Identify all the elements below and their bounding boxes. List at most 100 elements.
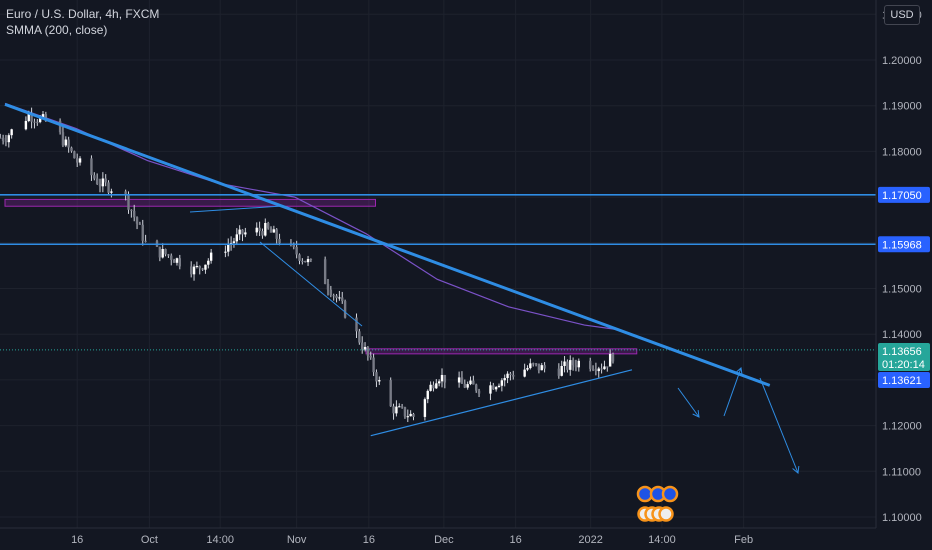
candle-body — [10, 129, 13, 136]
candle-body — [412, 413, 415, 417]
price-axis[interactable]: 1.100001.110001.120001.130001.140001.150… — [875, 0, 932, 550]
candle-body — [195, 265, 199, 267]
price-axis-panel — [876, 0, 932, 550]
candle-body — [503, 378, 506, 381]
price-label-tag — [878, 343, 930, 371]
candle-body — [389, 380, 392, 407]
candle-body — [292, 243, 295, 247]
candle-body — [227, 244, 230, 252]
candle-body — [375, 372, 378, 382]
time-tick-label: 14:00 — [206, 534, 234, 546]
ascending-support-line[interactable] — [370, 369, 633, 437]
main-downtrend-line[interactable] — [4, 102, 771, 387]
candle-body — [566, 361, 569, 370]
candle-body — [7, 135, 10, 143]
price-tick-label: 1.18000 — [882, 146, 922, 158]
candle-body — [264, 222, 267, 236]
candle-body — [432, 384, 435, 389]
candle-body — [341, 297, 344, 302]
candle-body — [557, 368, 561, 376]
currency-button[interactable]: USD — [884, 5, 920, 25]
candle-body — [506, 373, 509, 379]
candle-body — [463, 383, 466, 388]
candle-body — [372, 357, 375, 373]
helper-line[interactable] — [189, 205, 283, 213]
candle-body — [423, 399, 427, 417]
candle-body — [597, 368, 600, 372]
candle-body — [469, 380, 472, 385]
candle-body — [509, 373, 512, 376]
candle-body — [98, 184, 102, 187]
price-label-text: 1.13621 — [882, 375, 922, 387]
candle-body — [323, 259, 327, 284]
candle-body — [244, 232, 247, 235]
economic-event-icon[interactable] — [661, 485, 679, 503]
candle-body — [443, 374, 447, 383]
event-icons[interactable] — [636, 485, 679, 522]
price-tick-label: 1.12000 — [882, 421, 922, 433]
candle-body — [124, 191, 127, 194]
candle-body — [144, 240, 147, 242]
candle-body — [529, 363, 532, 369]
candle-body — [429, 384, 432, 391]
candle-body — [135, 217, 139, 224]
candle-body — [523, 369, 526, 377]
candle-body — [332, 295, 335, 297]
projection-arrow-down — [677, 387, 700, 418]
candle-body — [369, 355, 372, 358]
candle-body — [164, 248, 167, 255]
countdown-label-text: 01:20:14 — [882, 359, 925, 371]
candle-body — [543, 365, 546, 369]
candle-body — [577, 360, 580, 368]
candle-body — [366, 346, 370, 356]
time-tick-label: 16 — [363, 534, 375, 546]
candle-body — [457, 377, 461, 383]
candle-body — [44, 114, 48, 121]
candle-body — [235, 234, 238, 242]
candle-body — [571, 360, 575, 366]
candle-body — [27, 114, 30, 121]
candle-body — [198, 265, 201, 269]
time-tick-label: Oct — [141, 534, 158, 546]
candle-body — [437, 381, 441, 384]
candle-body — [0, 137, 2, 139]
indicator-label[interactable]: SMMA (200, close) — [6, 23, 108, 37]
candle-body — [472, 380, 475, 385]
price-label-tag — [878, 186, 930, 203]
candle-body — [361, 342, 364, 350]
candle-body — [395, 406, 398, 414]
candle-body — [232, 241, 236, 243]
helper-line[interactable] — [259, 241, 363, 327]
candle-body — [241, 229, 244, 235]
symbol-title[interactable]: Euro / U.S. Dollar, 4h, FXCM — [6, 7, 160, 21]
candle-body — [278, 238, 281, 244]
candle-body — [1, 137, 5, 141]
candle-body — [440, 374, 444, 382]
price-label-tag — [878, 236, 930, 253]
candle-body — [304, 260, 307, 263]
candle-body — [38, 117, 42, 123]
price-tick-label: 1.11000 — [882, 466, 921, 478]
time-tick-label: Feb — [734, 534, 753, 546]
candle-body — [224, 251, 227, 253]
candle-body — [326, 283, 330, 290]
price-label-text: 1.17050 — [882, 190, 922, 202]
candle-body — [70, 147, 73, 152]
candle-body — [141, 224, 144, 241]
candle-body — [569, 360, 572, 370]
candle-body — [258, 227, 261, 232]
trendlines[interactable] — [0, 102, 876, 437]
time-tick-label: 2022 — [578, 534, 602, 546]
candle-body — [409, 413, 412, 417]
price-tick-label: 1.20000 — [882, 55, 922, 67]
grid-lines — [0, 0, 876, 528]
candle-body — [78, 158, 82, 163]
candle-body — [406, 416, 409, 418]
time-tick-label: 14:00 — [648, 534, 676, 546]
us-flag-event-icon[interactable] — [658, 506, 674, 522]
candle-body — [475, 384, 478, 391]
candle-body — [338, 297, 341, 299]
